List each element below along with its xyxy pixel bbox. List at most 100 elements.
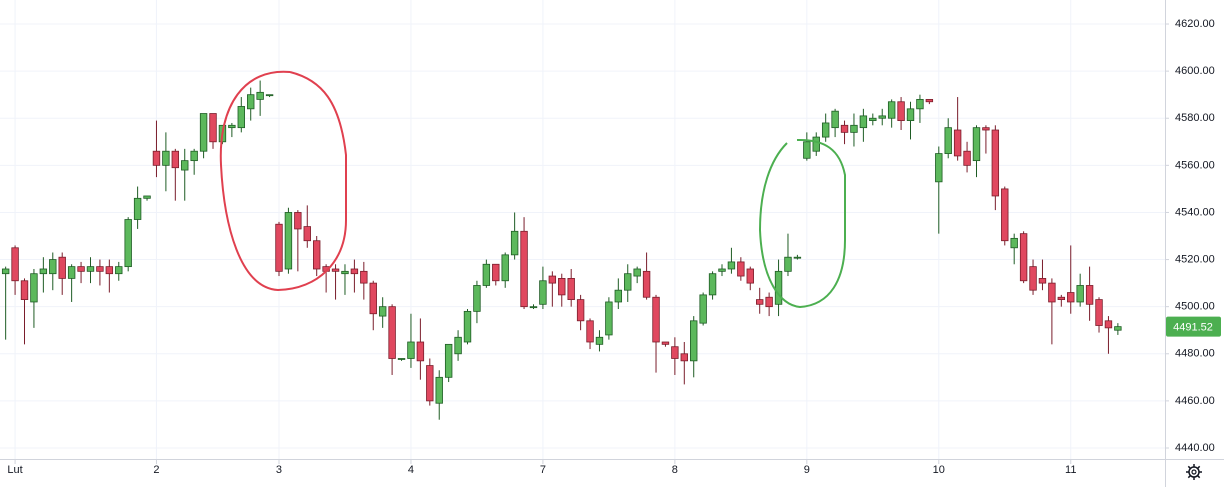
candle-body — [680, 353, 688, 362]
y-tick-label: 4600.00 — [1175, 65, 1215, 77]
x-tick-label: 4 — [408, 464, 414, 476]
candle-body — [953, 129, 962, 157]
candle-body — [699, 294, 707, 324]
candle-body — [426, 365, 434, 402]
candle-body — [341, 270, 349, 275]
candle-body — [152, 150, 161, 166]
settings-icon[interactable] — [1186, 464, 1202, 480]
candle-body — [1076, 285, 1084, 303]
candle-body — [407, 341, 415, 359]
candle-body — [548, 275, 557, 284]
candle-body — [963, 150, 971, 166]
candle-body — [652, 296, 660, 343]
candle-body — [661, 341, 670, 345]
candle-body — [303, 226, 311, 242]
candle-body — [558, 278, 566, 296]
candle-body — [133, 197, 142, 220]
candle-body — [821, 122, 830, 138]
candle-body — [690, 320, 698, 362]
candle-body — [982, 127, 990, 131]
candle-body — [1038, 278, 1047, 284]
candle-body — [1085, 285, 1094, 305]
y-tick-label: 4440.00 — [1175, 442, 1215, 454]
candle-body — [1095, 299, 1103, 326]
x-tick-label: 2 — [153, 464, 159, 476]
candle-body — [11, 247, 19, 282]
x-tick-label: 7 — [540, 464, 546, 476]
x-tick-label: 11 — [1065, 464, 1076, 476]
candle-body — [77, 266, 85, 272]
candle-body — [595, 336, 604, 345]
candle-body — [1001, 188, 1009, 242]
candle-body — [275, 223, 283, 272]
candle-body — [444, 343, 453, 378]
candle-body — [256, 91, 264, 100]
x-tick-label: 9 — [804, 464, 810, 476]
candle-body — [765, 296, 773, 308]
x-tick-label: 3 — [276, 464, 282, 476]
candle-body — [58, 256, 66, 279]
candle-body — [1114, 326, 1122, 331]
candle-body — [906, 108, 915, 121]
candle-body — [1104, 320, 1113, 329]
candle-body — [30, 273, 38, 303]
candle-body — [784, 256, 792, 272]
candle-body — [633, 268, 641, 277]
candle-body — [39, 268, 48, 275]
candle-body — [190, 150, 198, 162]
candle-body — [859, 115, 868, 129]
candle-body — [501, 254, 509, 282]
candle-body — [944, 127, 952, 154]
gear-hub[interactable] — [1191, 469, 1197, 475]
candle-body — [199, 113, 208, 152]
red-circle-annotation — [219, 70, 347, 292]
candle-body — [331, 268, 340, 272]
candle-body — [586, 320, 594, 343]
gear-teeth[interactable] — [1186, 464, 1202, 480]
candle-body — [840, 124, 849, 133]
candle-body — [756, 299, 764, 305]
candle-body — [803, 141, 811, 159]
candle-body — [850, 124, 858, 133]
candle-body — [812, 136, 820, 152]
grid — [0, 0, 1165, 460]
y-tick-label: 4520.00 — [1175, 253, 1215, 265]
candle-body — [869, 117, 877, 121]
candle-body — [1048, 282, 1056, 303]
last-price-box — [1166, 316, 1221, 337]
candle-body — [1067, 292, 1075, 303]
candle-body — [378, 306, 387, 317]
last-price-label: 4491.52 — [1173, 322, 1213, 334]
candle-body — [360, 270, 368, 284]
candle-body — [86, 266, 95, 272]
y-tick-label: 4500.00 — [1175, 301, 1215, 313]
candle-body — [624, 273, 632, 291]
candle-body — [350, 268, 359, 275]
y-tick-label: 4580.00 — [1175, 112, 1215, 124]
candle-body — [473, 285, 481, 312]
candle-body — [284, 212, 293, 270]
y-tick-label: 4620.00 — [1175, 18, 1215, 30]
candle-body — [774, 270, 783, 305]
candle-body — [897, 101, 905, 121]
candle-body — [510, 230, 519, 256]
y-tick-label: 4460.00 — [1175, 395, 1215, 407]
y-tick-label: 4560.00 — [1175, 159, 1215, 171]
candle-body — [605, 301, 613, 336]
candle-body — [671, 346, 679, 359]
candle-body — [482, 263, 491, 286]
candle-body — [67, 266, 76, 279]
candle-body — [115, 266, 123, 275]
candle-body — [388, 306, 396, 359]
candle-body — [265, 94, 274, 97]
candle-body — [247, 94, 255, 110]
candle-body — [209, 113, 217, 143]
candle-body — [454, 336, 462, 355]
x-tick-label: Lut — [7, 464, 22, 476]
candle-body — [831, 110, 839, 129]
candle-body — [416, 341, 425, 362]
candle-body — [727, 261, 736, 270]
candle-body — [1, 268, 10, 275]
candle-body — [916, 98, 924, 110]
candle-body — [1019, 233, 1028, 282]
